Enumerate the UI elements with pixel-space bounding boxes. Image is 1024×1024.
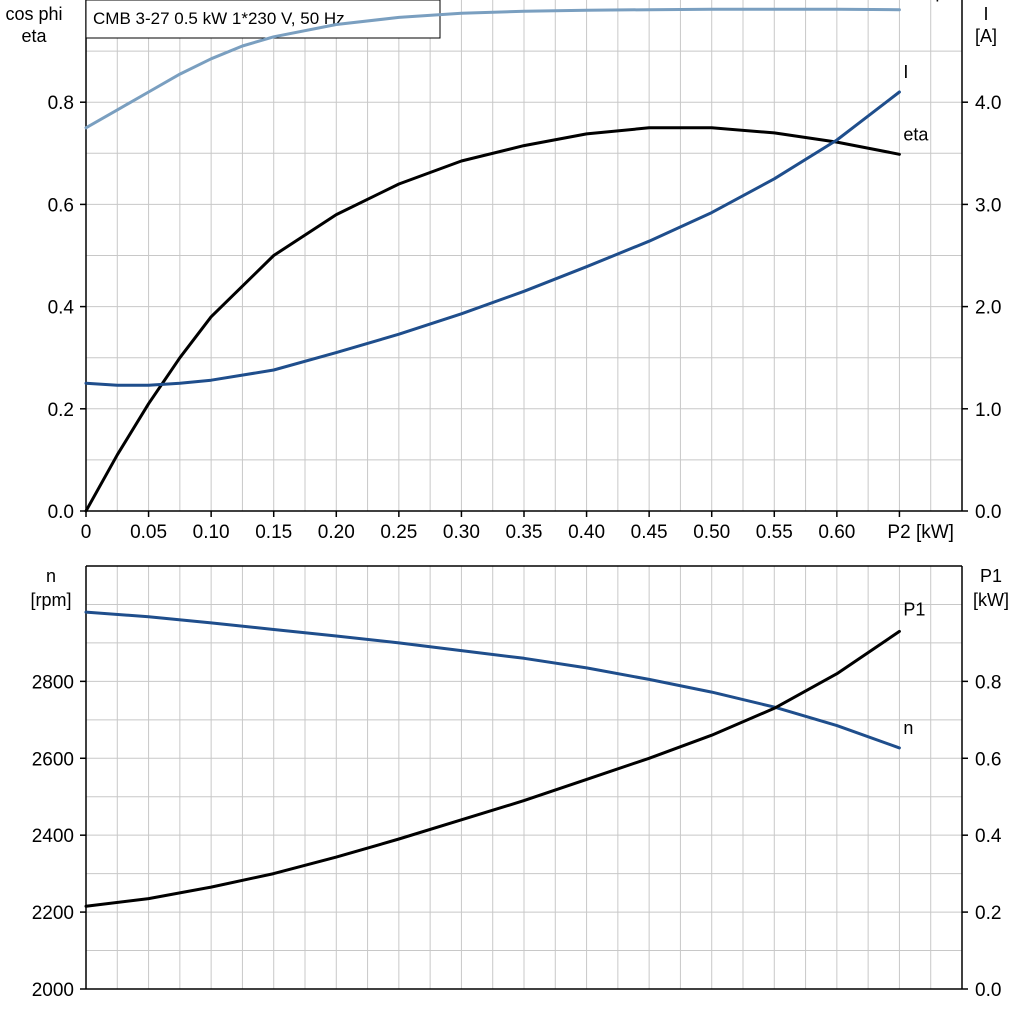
curve-i <box>84 90 901 387</box>
x-tick-label: 0.10 <box>193 522 230 543</box>
bottom-left-axis-title-line1: n <box>46 566 56 586</box>
x-tick-label: 0 <box>81 522 92 543</box>
right-axis-title-line2: [A] <box>975 26 997 46</box>
top-right-tick-label: 0.0 <box>975 502 1001 523</box>
bottom-chart-panel: 2000 2200 2400 2600 2800 0.0 0.2 0.4 0.6 0.8 n [rpm… <box>30 565 1009 1001</box>
x-tick-label: 0.45 <box>631 522 668 543</box>
x-tick-label: 0.15 <box>255 522 292 543</box>
series-label-cos-phi: cos phi <box>902 0 959 2</box>
curve-eta <box>84 126 901 513</box>
bottom-left-tick-label: 2800 <box>32 672 74 693</box>
x-tick-label: P2 [kW] <box>887 522 954 543</box>
curve-p1 <box>84 629 901 908</box>
x-tick-label: 0.40 <box>568 522 605 543</box>
series-label-p1: P1 <box>903 599 925 619</box>
series-label-eta: eta <box>903 124 929 144</box>
x-tick-label: 0.20 <box>318 522 355 543</box>
bottom-right-tick-label: 0.4 <box>975 826 1002 847</box>
bottom-left-axis-title-line2: [rpm] <box>30 590 71 610</box>
bottom-right-tick-label: 0.0 <box>975 980 1001 1001</box>
series-label-n: n <box>903 718 913 738</box>
top-right-tick-label: 3.0 <box>975 195 1001 216</box>
top-right-tick-label: 4.0 <box>975 93 1001 114</box>
top-left-tick-label: 0.6 <box>48 195 74 216</box>
x-tick-label: 0.35 <box>506 522 543 543</box>
bottom-right-axis-title-line2: [kW] <box>973 590 1009 610</box>
left-axis-title-line2: eta <box>21 26 47 46</box>
bottom-left-tick-label: 2600 <box>32 749 74 770</box>
bottom-right-tick-label: 0.8 <box>975 672 1001 693</box>
curve-cos-phi <box>84 7 901 130</box>
x-tick-label: 0.25 <box>380 522 417 543</box>
top-left-tick-label: 0.8 <box>48 93 74 114</box>
bottom-left-tick-label: 2400 <box>32 826 74 847</box>
x-tick-label: 0.05 <box>130 522 167 543</box>
x-tick-label: 0.30 <box>443 522 480 543</box>
right-axis-title-line1: I <box>983 4 988 24</box>
bottom-left-tick-label: 2200 <box>32 903 74 924</box>
bottom-right-tick-label: 0.6 <box>975 749 1001 770</box>
top-right-tick-label: 2.0 <box>975 298 1001 319</box>
left-axis-title-line1: cos phi <box>5 4 62 24</box>
top-right-tick-label: 1.0 <box>975 400 1001 421</box>
chart-title: CMB 3-27 0.5 kW 1*230 V, 50 Hz <box>93 9 345 28</box>
top-left-tick-label: 0.2 <box>48 400 74 421</box>
x-tick-label: 0.55 <box>756 522 793 543</box>
bottom-left-tick-label: 2000 <box>32 980 74 1001</box>
curve-n <box>84 610 901 750</box>
top-left-tick-label: 0.0 <box>48 502 74 523</box>
series-label-i: I <box>903 62 908 82</box>
x-tick-label: 0.60 <box>818 522 855 543</box>
bottom-right-tick-label: 0.2 <box>975 903 1001 924</box>
top-left-tick-label: 0.4 <box>48 298 75 319</box>
bottom-right-axis-title-line1: P1 <box>980 566 1002 586</box>
x-tick-label: 0.50 <box>693 522 730 543</box>
